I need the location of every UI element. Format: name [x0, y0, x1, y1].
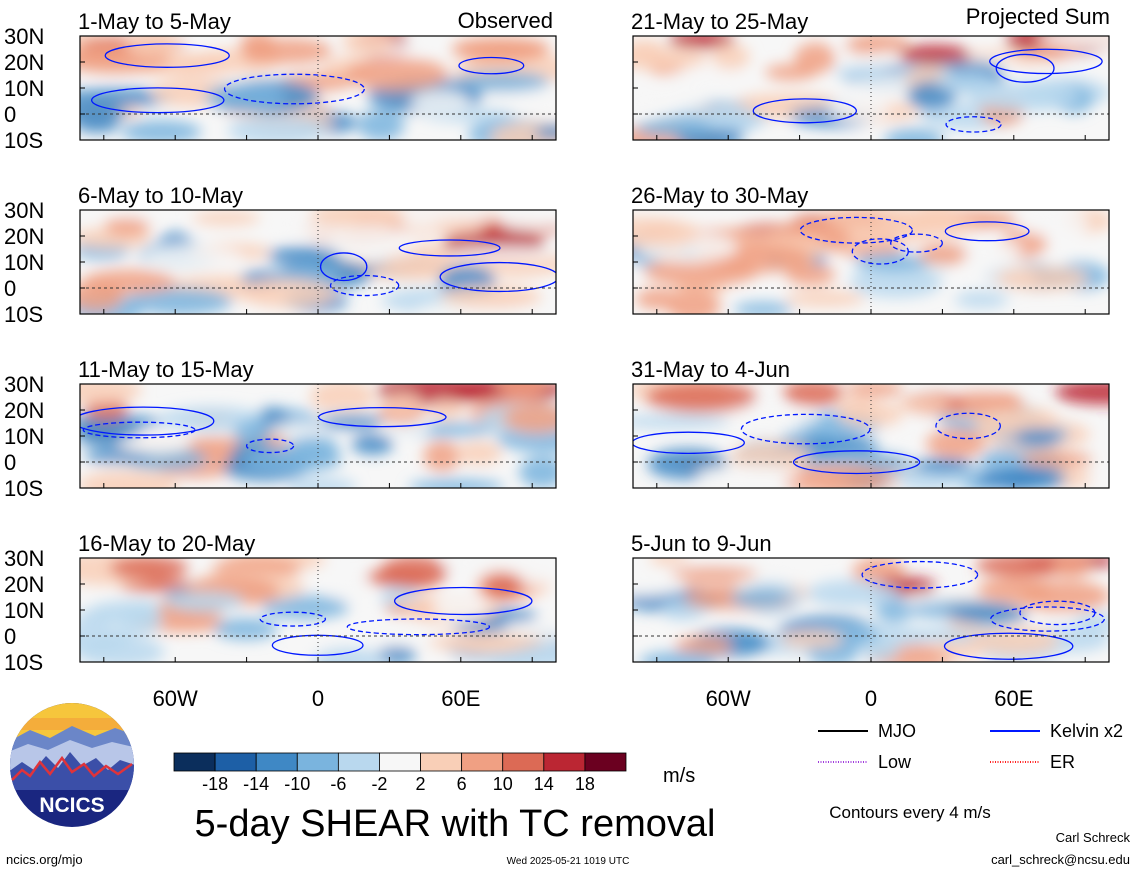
y-tick-label: 10N — [4, 598, 44, 623]
panel-label: 5-Jun to 9-Jun — [631, 531, 772, 556]
legend-label: Kelvin x2 — [1050, 721, 1123, 741]
panel-7: 31-May to 4-Jun — [631, 357, 1110, 489]
x-tick-label: 60W — [706, 686, 751, 711]
panel-label: 11-May to 15-May — [78, 357, 254, 382]
chart-title: 5-day SHEAR with TC removal — [195, 803, 716, 845]
shear-field — [633, 210, 1109, 314]
colorbar-label: -10 — [284, 774, 310, 794]
colorbar-swatch — [584, 752, 627, 772]
colorbar-swatch — [296, 752, 339, 772]
x-tick-label: 60W — [153, 686, 198, 711]
legend-label: ER — [1050, 752, 1075, 772]
y-tick-label: 20N — [4, 398, 44, 423]
y-tick-label: 10S — [4, 128, 43, 153]
y-tick-label: 10N — [4, 424, 44, 449]
panel-8: 5-Jun to 9-Jun 60W 0 60E — [631, 531, 1110, 711]
colorbar-swatch — [214, 752, 257, 772]
colorbar-units: m/s — [663, 765, 695, 787]
kelvin-contours — [319, 239, 556, 297]
colorbar-label: 2 — [416, 774, 426, 794]
panel-6: 26-May to 30-May — [631, 183, 1110, 315]
colorbar-label: -14 — [243, 774, 269, 794]
colorbar-swatch — [337, 752, 380, 772]
panel-label: 16-May to 20-May — [78, 531, 255, 556]
y-tick-label: 0 — [4, 102, 16, 127]
x-tick-label: 0 — [312, 686, 324, 711]
colorbar-label: 6 — [457, 774, 467, 794]
y-tick-label: 10N — [4, 76, 44, 101]
y-tick-label: 30N — [4, 198, 44, 223]
colorbar-swatch — [379, 752, 421, 772]
shear-field — [633, 36, 1109, 140]
colorbar-swatch — [173, 752, 216, 772]
shear-field — [633, 558, 1109, 662]
colorbar-swatch — [461, 752, 504, 772]
y-tick-label: 10N — [4, 250, 44, 275]
kelvin-contours — [80, 406, 447, 454]
y-tick-label: 20N — [4, 572, 44, 597]
y-tick-label: 10S — [4, 476, 43, 501]
y-tick-label: 30N — [4, 24, 44, 49]
x-tick-label: 60E — [994, 686, 1033, 711]
kelvin-contours — [752, 48, 1103, 133]
y-tick-label: 0 — [4, 450, 16, 475]
colorbar: -18 -14 -10 -6 -2 2 6 10 14 18 — [173, 752, 627, 794]
y-tick-label: 20N — [4, 50, 44, 75]
colorbar-swatch — [543, 752, 586, 772]
ncics-logo: NCICS — [10, 703, 134, 827]
y-tick-label: 0 — [4, 276, 16, 301]
footer-author: Carl Schreck — [1056, 830, 1131, 845]
footer-url: ncics.org/mjo — [6, 852, 83, 867]
logo-text: NCICS — [39, 794, 104, 817]
projected-header: Projected Sum — [966, 4, 1110, 29]
colorbar-swatch — [420, 752, 463, 772]
colorbar-label: 14 — [534, 774, 554, 794]
colorbar-label: -6 — [330, 774, 346, 794]
kelvin-contours — [799, 216, 1030, 265]
kelvin-contours — [861, 560, 1105, 660]
shear-field — [80, 210, 556, 314]
y-tick-label: 30N — [4, 372, 44, 397]
y-tick-label: 30N — [4, 546, 44, 571]
panel-label: 26-May to 30-May — [631, 183, 808, 208]
legend-label: MJO — [878, 721, 916, 741]
colorbar-swatch — [255, 752, 298, 772]
contour-note: Contours every 4 m/s — [829, 803, 991, 822]
shear-field — [80, 36, 556, 140]
y-tick-label: 10S — [4, 650, 43, 675]
y-tick-label: 10S — [4, 302, 43, 327]
y-tick-label: 0 — [4, 624, 16, 649]
kelvin-contours — [90, 43, 525, 114]
kelvin-contours — [259, 586, 533, 656]
colorbar-label: 10 — [493, 774, 513, 794]
footer-timestamp: Wed 2025-05-21 1019 UTC — [507, 856, 630, 867]
colorbar-label: -18 — [202, 774, 228, 794]
colorbar-label: -2 — [371, 774, 387, 794]
footer-email: carl_schreck@ncsu.edu — [991, 852, 1130, 867]
colorbar-label: 18 — [575, 774, 595, 794]
shear-field — [633, 384, 1109, 488]
observed-header: Observed — [458, 8, 553, 33]
kelvin-contours — [633, 412, 1001, 475]
panel-label: 1-May to 5-May — [78, 9, 231, 34]
legend-label: Low — [878, 752, 912, 772]
colorbar-swatch — [502, 752, 545, 772]
x-tick-label: 0 — [865, 686, 877, 711]
panel-label: 6-May to 10-May — [78, 183, 243, 208]
panel-label: 21-May to 25-May — [631, 9, 808, 34]
x-tick-label: 60E — [441, 686, 480, 711]
legend: MJO Kelvin x2 Low ER — [818, 721, 1123, 772]
y-tick-label: 20N — [4, 224, 44, 249]
panel-5: 21-May to 25-May — [631, 9, 1110, 141]
panel-label: 31-May to 4-Jun — [631, 357, 790, 382]
